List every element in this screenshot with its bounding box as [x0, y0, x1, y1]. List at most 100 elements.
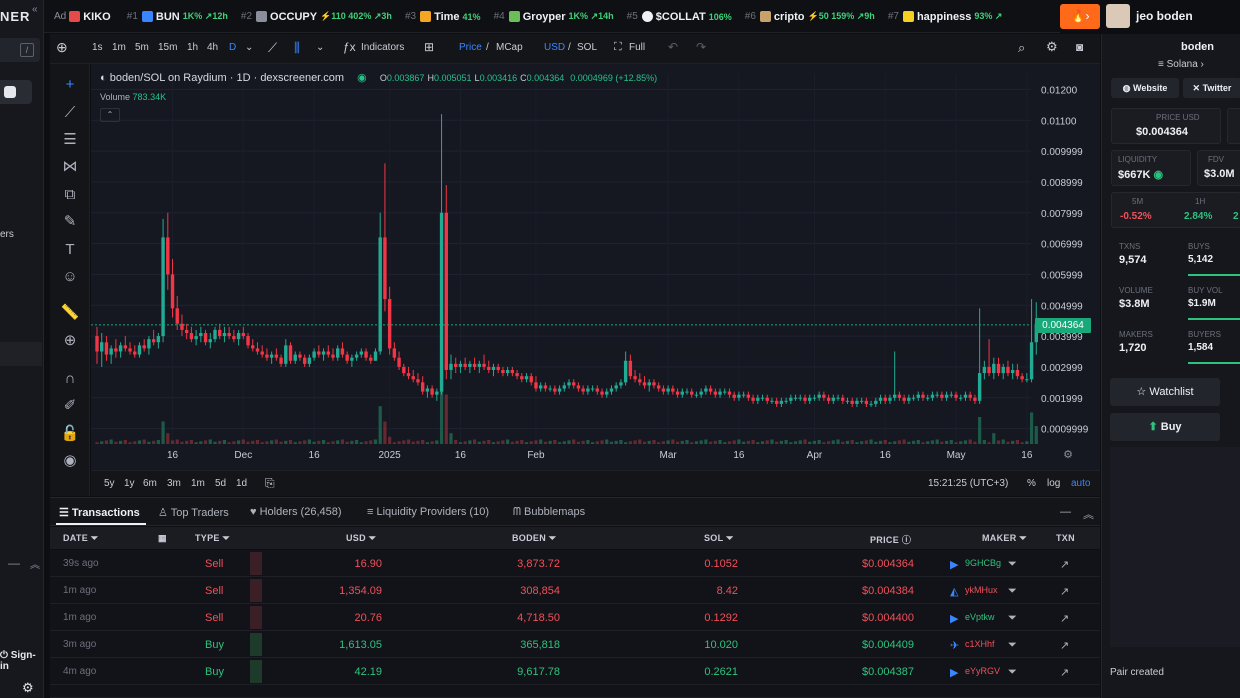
price-chart[interactable]: 0.01200 0.01100 0.009999 0.008999 0.007999 0.… [91, 64, 1100, 496]
minimize-icon[interactable]: — [8, 556, 20, 570]
line-chart-icon[interactable]: ⟋ [268, 40, 278, 55]
interval-1h[interactable]: 1h [187, 42, 199, 53]
chart-type-dropdown-icon[interactable]: ⌄ [316, 42, 325, 53]
add-symbol-icon[interactable]: ⊕ [56, 39, 68, 55]
open-txn-icon[interactable]: ↗ [1060, 667, 1070, 679]
m5-value[interactable]: -0.52% [1120, 211, 1152, 222]
price-toggle[interactable]: Price [459, 42, 482, 53]
filter-maker-icon[interactable]: ⏷ [1008, 666, 1017, 678]
clock-readout[interactable]: 15:21:25 (UTC+3) [928, 478, 1009, 489]
calendar-icon[interactable]: ▦ [158, 533, 167, 543]
table-row[interactable]: 4m ago Buy 42.19 9,617.78 0.2621 $0.0043… [50, 658, 1100, 685]
table-row[interactable]: 39s ago Sell 16.90 3,873.72 0.1052 $0.00… [50, 550, 1100, 577]
text-icon[interactable]: T [65, 241, 75, 258]
tab-holders[interactable]: ♥ Holders (26,458) [250, 506, 342, 518]
table-row[interactable]: 1m ago Sell 20.76 4,718.50 0.1292 $0.004… [50, 604, 1100, 631]
pattern-icon[interactable]: ⋈ [62, 158, 78, 175]
col-sol[interactable]: SOL ⏷ [704, 533, 734, 544]
undo-icon[interactable]: ↶ [668, 40, 679, 54]
fullscreen-icon[interactable]: ⛶ [614, 41, 622, 53]
expand-panel-icon[interactable]: ︽ [1083, 509, 1094, 521]
filter-maker-icon[interactable]: ⏷ [1008, 585, 1017, 597]
lock-drawing-icon[interactable]: ✐ [63, 397, 77, 414]
h6-fragment[interactable]: 2 [1233, 211, 1239, 222]
tab-transactions[interactable]: ☰ Transactions [59, 506, 140, 519]
col-type[interactable]: TYPE ⏷ [195, 533, 230, 544]
range-3m[interactable]: 3m [167, 478, 181, 489]
interval-15m[interactable]: 15m [158, 42, 178, 53]
col-usd[interactable]: USD ⏷ [346, 533, 376, 544]
table-row[interactable] [50, 685, 1100, 698]
trend-line-icon[interactable]: ⟋ [64, 104, 76, 121]
tab-top-traders[interactable]: ♙ Top Traders [158, 506, 229, 519]
eye-icon[interactable]: ◉ [63, 452, 77, 469]
camera-icon[interactable]: ◙ [1076, 40, 1084, 54]
interval-1m[interactable]: 1m [112, 42, 126, 53]
ticker-item[interactable]: #2 OCCUPY ⚡110 402% ↗3h [241, 0, 392, 32]
crosshair-icon[interactable]: + [65, 76, 75, 93]
indicators-button[interactable]: Indicators [361, 42, 405, 53]
interval-1d[interactable]: D [229, 42, 237, 53]
open-txn-icon[interactable]: ↗ [1060, 586, 1070, 598]
collapse-sidebar-icon[interactable]: « [32, 4, 38, 15]
col-price[interactable]: PRICE ⓘ [870, 533, 911, 546]
row-maker[interactable]: ykMHux [965, 585, 998, 595]
col-token[interactable]: BODEN ⏷ [512, 533, 556, 544]
fullscreen-button[interactable]: Full [629, 42, 646, 53]
table-row[interactable]: 3m ago Buy 1,613.05 365,818 10.020 $0.00… [50, 631, 1100, 658]
sol-toggle[interactable]: SOL [577, 42, 598, 53]
filter-maker-icon[interactable]: ⏷ [1008, 558, 1017, 570]
watchlist-button[interactable]: ☆ Watchlist [1110, 378, 1220, 406]
open-txn-icon[interactable]: ↗ [1060, 559, 1070, 571]
candles-icon[interactable]: ⫼ [294, 40, 300, 55]
open-txn-icon[interactable]: ↗ [1060, 613, 1070, 625]
auto-toggle[interactable]: auto [1071, 478, 1091, 489]
ticker-item[interactable]: #3 Time 41% [405, 0, 481, 32]
fib-icon[interactable]: ☰ [63, 131, 77, 148]
settings-icon[interactable]: ⚙ [22, 680, 34, 695]
ruler-icon[interactable]: 📏 [60, 304, 80, 321]
collapse-legend-button[interactable]: ⌃ [100, 108, 120, 122]
ticker-item[interactable]: #7 happiness 93% ↗ [888, 0, 1003, 32]
layout-icon[interactable]: ⊞ [424, 40, 435, 54]
row-maker[interactable]: eYyRGV [965, 666, 1001, 676]
range-1m[interactable]: 1m [191, 478, 205, 489]
date-range-icon[interactable]: ⎘ [265, 476, 275, 490]
magnet-icon[interactable]: ∩ [64, 370, 76, 387]
interval-4h[interactable]: 4h [207, 42, 219, 53]
sidebar-item-highlight[interactable] [0, 342, 42, 366]
interval-1s[interactable]: 1s [92, 42, 103, 53]
open-txn-icon[interactable]: ↗ [1060, 640, 1070, 652]
range-1d[interactable]: 1d [236, 478, 248, 489]
interval-dropdown-icon[interactable]: ⌄ [245, 42, 254, 53]
h1-value[interactable]: 2.84% [1184, 211, 1213, 222]
row-maker[interactable]: eVptkw [965, 612, 995, 622]
chain-label[interactable]: ≡ Solana › [1158, 59, 1204, 70]
interval-5m[interactable]: 5m [135, 42, 149, 53]
usd-toggle[interactable]: USD [544, 42, 566, 53]
projection-icon[interactable]: ⧉ [64, 186, 76, 203]
range-1y[interactable]: 1y [124, 478, 135, 489]
row-maker[interactable]: 9GHCBg [965, 558, 1002, 568]
lock-icon[interactable]: 🔓 [60, 425, 80, 442]
range-5y[interactable]: 5y [104, 478, 115, 489]
sidebar-item-active[interactable] [0, 80, 32, 104]
chart-settings-icon[interactable]: ⚙ [1046, 39, 1058, 54]
filter-maker-icon[interactable]: ⏷ [1008, 639, 1017, 651]
twitter-button[interactable]: ✕ Twitter [1183, 78, 1240, 98]
table-row[interactable]: 1m ago Sell 1,354.09 308,854 8.42 $0.004… [50, 577, 1100, 604]
emoji-icon[interactable]: ☺ [62, 268, 78, 285]
tab-liquidity-providers[interactable]: ≡ Liquidity Providers (10) [367, 506, 489, 518]
quick-search-icon[interactable]: ⌕ [1018, 40, 1026, 55]
ticker-ad[interactable]: Ad KIKO [54, 0, 114, 32]
redo-icon[interactable]: ↷ [696, 40, 707, 54]
indicators-icon[interactable]: ƒx [343, 40, 356, 54]
mcap-toggle[interactable]: MCap [496, 42, 523, 53]
ticker-item[interactable]: #5 $COLLAT 106% [627, 0, 732, 32]
ticker-item[interactable]: #1 BUN 1K% ↗12h [127, 0, 228, 32]
ticker-item[interactable]: #6 cripto ⚡50 159% ↗9h [745, 0, 875, 32]
col-maker[interactable]: MAKER ⏷ [982, 533, 1027, 544]
buy-button[interactable]: ⬆ Buy [1110, 413, 1220, 441]
log-toggle[interactable]: log [1047, 478, 1061, 489]
ticker-item[interactable]: #4 Groyper 1K% ↗14h [494, 0, 614, 32]
